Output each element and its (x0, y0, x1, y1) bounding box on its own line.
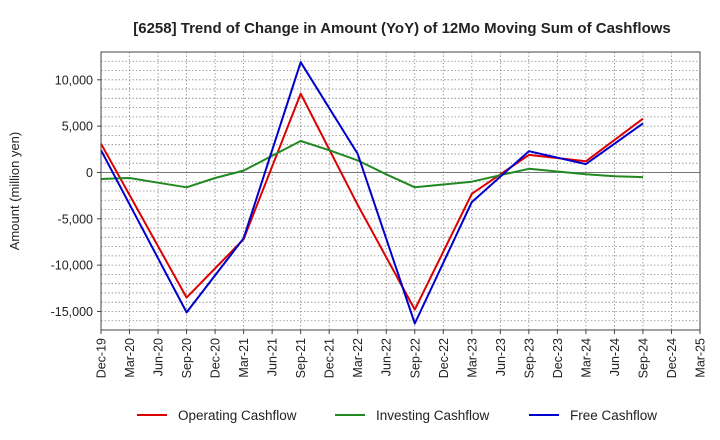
series-line-free-cashflow (100, 61, 644, 325)
series-line-investing-cashflow (100, 140, 644, 189)
series-layer (100, 61, 644, 325)
x-tick-label: Sep-22 (408, 338, 422, 378)
x-tick-label: Mar-21 (237, 338, 251, 378)
y-tick-label: -15,000 (51, 305, 93, 319)
x-tick-label: Mar-20 (123, 338, 137, 378)
x-tick-label: Jun-22 (380, 338, 394, 376)
x-tick-label: Mar-24 (579, 338, 593, 378)
y-axis-label: Amount (million yen) (7, 132, 22, 251)
chart-title: [6258] Trend of Change in Amount (YoY) o… (133, 20, 671, 37)
x-tick-label: Dec-22 (437, 338, 451, 378)
x-tick-label: Mar-25 (694, 338, 708, 378)
x-tick-label: Dec-24 (665, 338, 679, 378)
grid (101, 52, 700, 330)
y-tick-label: 0 (86, 166, 93, 180)
x-tick-label: Jun-23 (494, 338, 508, 376)
y-tick-label: 5,000 (62, 120, 93, 134)
plot-frame (100, 51, 701, 331)
x-tick-label: Dec-19 (95, 338, 109, 378)
x-tick-label: Dec-23 (551, 338, 565, 378)
x-ticks: Dec-19 Mar-20 Jun-20 Sep-20 Dec-20 Mar-21 Jun-… (95, 330, 708, 378)
legend: Operating Cashflow Investing Cashflow Free… (137, 408, 657, 423)
x-tick-label: Jun-21 (266, 338, 280, 376)
y-tick-label: 10,000 (55, 73, 93, 87)
legend-label-investing-cashflow: Investing Cashflow (376, 408, 490, 423)
x-tick-label: Sep-20 (180, 338, 194, 378)
x-tick-label: Dec-21 (323, 338, 337, 378)
x-tick-label: Mar-22 (351, 338, 365, 378)
x-tick-label: Mar-23 (465, 338, 479, 378)
x-tick-label: Jun-24 (608, 338, 622, 376)
x-tick-label: Sep-21 (294, 338, 308, 378)
legend-label-operating-cashflow: Operating Cashflow (178, 408, 297, 423)
legend-label-free-cashflow: Free Cashflow (570, 408, 657, 423)
x-tick-label: Sep-24 (636, 338, 650, 378)
x-tick-label: Dec-20 (209, 338, 223, 378)
x-tick-label: Jun-20 (152, 338, 166, 376)
y-tick-label: -5,000 (58, 212, 93, 226)
x-tick-label: Sep-23 (522, 338, 536, 378)
y-tick-label: -10,000 (51, 259, 93, 273)
y-ticks: 10,000 5,000 0 -5,000 -10,000 -15,000 (51, 73, 101, 319)
